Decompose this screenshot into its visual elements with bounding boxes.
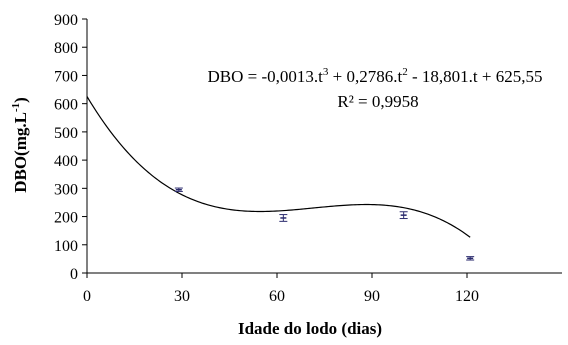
y-tick-label: 500	[54, 125, 78, 142]
y-tick-label: 900	[54, 12, 78, 29]
x-tick-label: 30	[174, 288, 190, 305]
r-squared-label: R² = 0,9958	[337, 92, 418, 111]
y-tick-label: 600	[54, 97, 78, 114]
y-tick-label: 0	[70, 266, 78, 283]
x-tick-label: 90	[364, 288, 380, 305]
data-point	[399, 211, 408, 220]
axes	[86, 19, 562, 274]
trendline-path	[86, 96, 471, 238]
y-axis-title: DBO(mg.L-1)	[10, 97, 30, 193]
x-tick-label: 120	[455, 288, 479, 305]
y-tick-label: 800	[54, 40, 78, 57]
data-point	[174, 187, 183, 192]
x-axis-title: Idade do lodo (dias)	[238, 319, 382, 338]
y-tick-label: 200	[54, 210, 78, 227]
y-axis-ticks: 0 100 200 300 400 500 600 700 800 900	[54, 12, 87, 283]
data-point	[279, 214, 288, 222]
x-axis-ticks: 0 30 60 90 120	[83, 273, 479, 305]
data-point	[466, 256, 475, 261]
trendline	[86, 96, 471, 238]
y-tick-label: 300	[54, 181, 78, 198]
x-tick-label: 60	[269, 288, 285, 305]
x-tick-label: 0	[83, 288, 91, 305]
y-tick-label: 400	[54, 153, 78, 170]
regression-equation: DBO = -0,0013.t3 + 0,2786.t2 - 18,801.t …	[208, 66, 543, 86]
y-tick-label: 100	[54, 238, 78, 255]
y-tick-label: 700	[54, 68, 78, 85]
data-points	[174, 187, 475, 261]
